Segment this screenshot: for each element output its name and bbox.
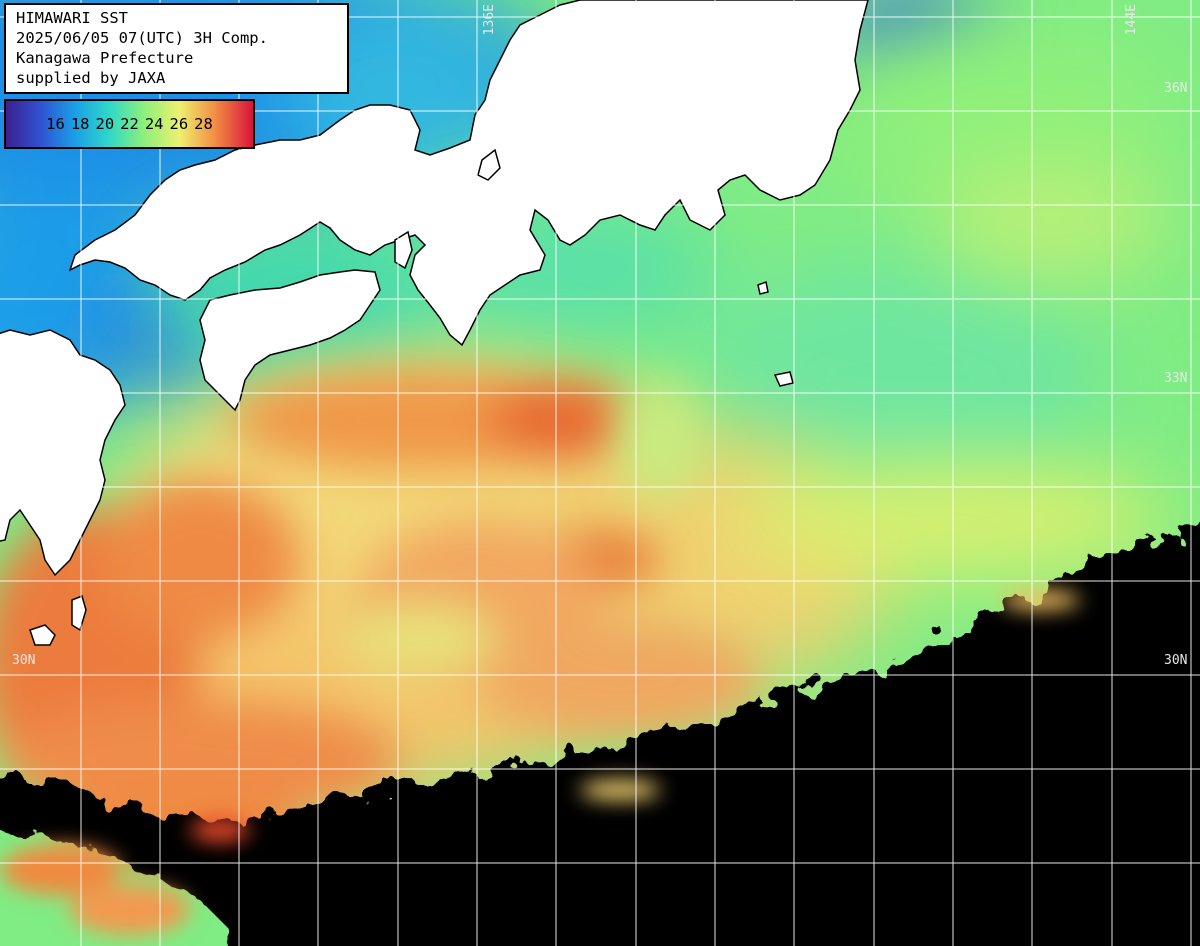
lat-label-30n-left: 30N — [12, 653, 36, 668]
legend-tick: 18 — [70, 115, 90, 133]
credit-line: supplied by JAXA — [16, 69, 166, 87]
title-line: HIMAWARI SST — [16, 9, 128, 27]
date-line: 2025/06/05 07(UTC) 3H Comp. — [16, 29, 268, 47]
no-data-region — [0, 518, 1200, 946]
lat-label-33n: 33N — [1164, 371, 1188, 386]
legend-tick: 26 — [169, 115, 189, 133]
org-line: Kanagawa Prefecture — [16, 49, 194, 67]
temperature-legend: 16 18 20 22 24 26 28 — [4, 99, 255, 149]
land-honshu — [68, 0, 869, 347]
legend-tick: 22 — [120, 115, 139, 133]
land-island-1 — [29, 624, 56, 646]
land — [0, 0, 869, 646]
legend-gradient — [5, 100, 254, 148]
info-box: HIMAWARI SST 2025/06/05 07(UTC) 3H Comp.… — [4, 3, 349, 94]
lon-label-136e: 136E — [482, 4, 497, 36]
legend-tick: 28 — [194, 115, 213, 133]
legend-tick: 24 — [144, 115, 164, 133]
land-island-2 — [71, 594, 87, 632]
kuroshio-layer — [0, 370, 760, 870]
land-island-3 — [773, 371, 794, 387]
lon-label-144e: 144E — [1124, 4, 1139, 36]
land-island-4 — [757, 280, 769, 295]
land-awaji — [394, 230, 413, 270]
legend-tick: 20 — [95, 115, 115, 133]
legend-tick: 16 — [46, 115, 65, 133]
lat-label-30n-right: 30N — [1164, 653, 1188, 668]
land-island-5 — [477, 148, 501, 181]
lat-label-36n: 36N — [1164, 81, 1188, 96]
land-kyushu — [0, 329, 126, 577]
land-shikoku — [199, 269, 381, 412]
eddy-layer — [340, 380, 700, 680]
